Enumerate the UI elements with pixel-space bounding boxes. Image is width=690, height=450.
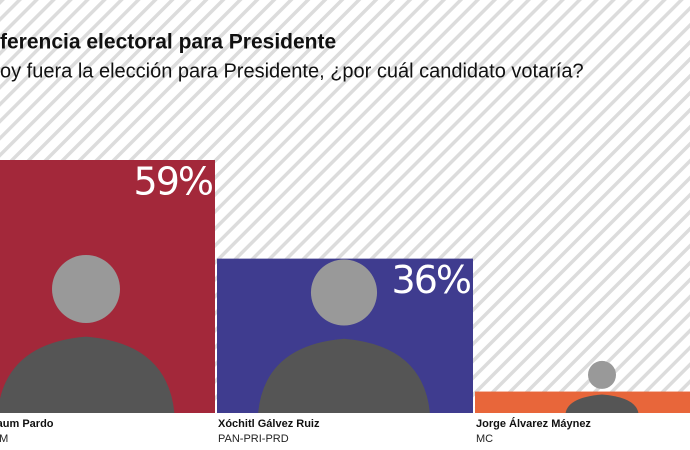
portrait-shoulders [565,394,639,413]
party-name: PT-PVEM [0,433,8,445]
portrait-head [588,360,616,389]
value-label: 36% [392,258,471,302]
portrait-shoulders [258,338,430,413]
portrait-head [310,259,378,326]
party-name: MC [476,433,493,445]
chart-subtitle: oy fuera la elección para Presidente, ¿p… [0,60,584,82]
party-name: PAN-PRI-PRD [218,433,289,445]
chart-title: ferencia electoral para Presidente [0,31,336,54]
candidate-name: Sheinbaum Pardo [0,418,54,430]
candidate-name: Jorge Álvarez Máynez [476,417,591,430]
value-label: 59% [134,160,213,204]
label-band [0,408,690,450]
portrait-head [52,255,120,323]
portrait-shoulders [0,336,175,413]
candidate-name: Xóchitl Gálvez Ruiz [218,418,320,430]
